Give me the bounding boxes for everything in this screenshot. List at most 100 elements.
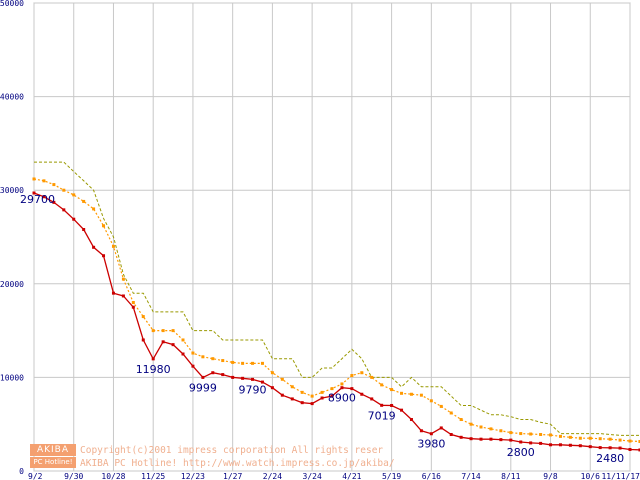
series-point-avg	[270, 371, 274, 375]
series-point-min	[479, 437, 483, 441]
series-point-min	[459, 435, 463, 439]
x-tick-label: 3/24	[303, 472, 322, 480]
series-point-min	[111, 291, 115, 295]
series-point-min	[191, 364, 195, 368]
series-point-avg	[330, 387, 334, 391]
series-point-avg	[390, 388, 394, 392]
series-point-avg	[499, 429, 503, 433]
series-point-avg	[638, 440, 640, 444]
series-point-min	[290, 397, 294, 401]
x-tick-label: 8/11	[501, 472, 520, 480]
x-tick-label: 1/27	[223, 472, 242, 480]
series-point-min	[489, 437, 493, 441]
y-axis-ticks: 0 10000 20000 30000 40000 50000	[0, 0, 24, 476]
series-point-avg	[151, 329, 155, 333]
chart-data-labels: 2970011980999997908900701939802800248017…	[20, 193, 624, 465]
series-point-min	[270, 386, 274, 390]
series-point-min	[161, 340, 165, 344]
data-label: 9999	[189, 381, 217, 394]
series-point-avg	[201, 355, 205, 359]
series-point-min	[211, 371, 215, 375]
series-point-min	[549, 443, 553, 447]
series-point-min	[310, 402, 314, 406]
series-point-avg	[350, 374, 354, 378]
data-label: 2800	[507, 446, 535, 459]
series-point-min	[330, 394, 334, 398]
series-point-min	[469, 437, 473, 441]
series-point-avg	[479, 425, 483, 429]
x-tick-label: 11/25	[141, 472, 165, 480]
series-point-avg	[121, 277, 125, 281]
series-point-avg	[241, 361, 245, 365]
series-point-avg	[300, 390, 304, 394]
series-point-min	[598, 446, 602, 450]
series-line-min	[33, 192, 640, 451]
site-url-text: AKIBA PC Hotline! http://www.watch.impre…	[80, 458, 395, 469]
series-point-min	[231, 375, 235, 379]
series-point-min	[92, 245, 96, 249]
series-point-avg	[260, 361, 264, 365]
series-point-avg	[529, 432, 533, 436]
series-point-min	[578, 444, 582, 448]
series-point-avg	[52, 183, 56, 187]
x-tick-label: 10/28	[101, 472, 125, 480]
series-point-min	[618, 446, 622, 450]
series-point-min	[141, 338, 145, 342]
data-label: 7019	[368, 409, 396, 422]
series-point-avg	[509, 431, 513, 435]
series-point-avg	[310, 394, 314, 398]
series-point-min	[439, 426, 443, 430]
series-point-avg	[171, 329, 175, 333]
series-point-avg	[221, 359, 225, 363]
series-point-min	[151, 357, 155, 361]
series-point-avg	[141, 315, 145, 319]
series-point-avg	[92, 207, 96, 211]
series-point-min	[300, 401, 304, 405]
series-point-avg	[161, 329, 165, 333]
series-point-avg	[409, 392, 413, 396]
series-point-avg	[320, 390, 324, 394]
series-point-min	[340, 386, 344, 390]
series-point-avg	[400, 391, 404, 395]
data-label: 11980	[136, 363, 171, 376]
series-point-avg	[578, 436, 582, 440]
series-point-avg	[102, 224, 106, 228]
akiba-logo: AKIBA PC Hotline!	[30, 444, 76, 468]
series-point-min	[499, 438, 503, 442]
series-point-min	[509, 438, 513, 442]
series-point-min	[638, 448, 640, 452]
series-point-min	[588, 445, 592, 449]
series-point-min	[251, 377, 255, 381]
series-point-avg	[340, 382, 344, 386]
series-point-avg	[131, 301, 135, 305]
x-tick-label: 10/6	[581, 472, 600, 480]
series-point-avg	[558, 434, 562, 438]
y-tick-label: 0	[19, 467, 24, 476]
series-point-avg	[280, 377, 284, 381]
x-tick-label: 9/8	[543, 472, 558, 480]
logo-top-text: AKIBA	[30, 444, 76, 456]
series-point-avg	[549, 433, 553, 437]
series-point-min	[628, 447, 632, 451]
series-point-min	[52, 200, 56, 204]
series-point-avg	[598, 437, 602, 441]
series-point-min	[260, 380, 264, 384]
series-point-avg	[618, 438, 622, 442]
series-point-min	[449, 432, 453, 436]
x-tick-label: 11/11/17	[601, 472, 640, 480]
series-point-min	[32, 191, 36, 195]
y-tick-label: 10000	[0, 373, 24, 382]
series-point-min	[62, 208, 66, 212]
series-point-min	[539, 441, 543, 445]
x-tick-label: 12/23	[181, 472, 205, 480]
x-axis-ticks: 9/2 9/30 10/28 11/25 12/23 1/27 2/24 3/24 4/21 5/…	[28, 472, 640, 480]
series-point-avg	[380, 383, 384, 387]
series-point-avg	[439, 404, 443, 408]
series-point-min	[171, 343, 175, 347]
series-point-avg	[449, 411, 453, 415]
series-line-max	[34, 161, 640, 436]
series-point-avg	[290, 385, 294, 389]
series-point-avg	[62, 188, 66, 192]
data-label: 9790	[239, 383, 267, 396]
